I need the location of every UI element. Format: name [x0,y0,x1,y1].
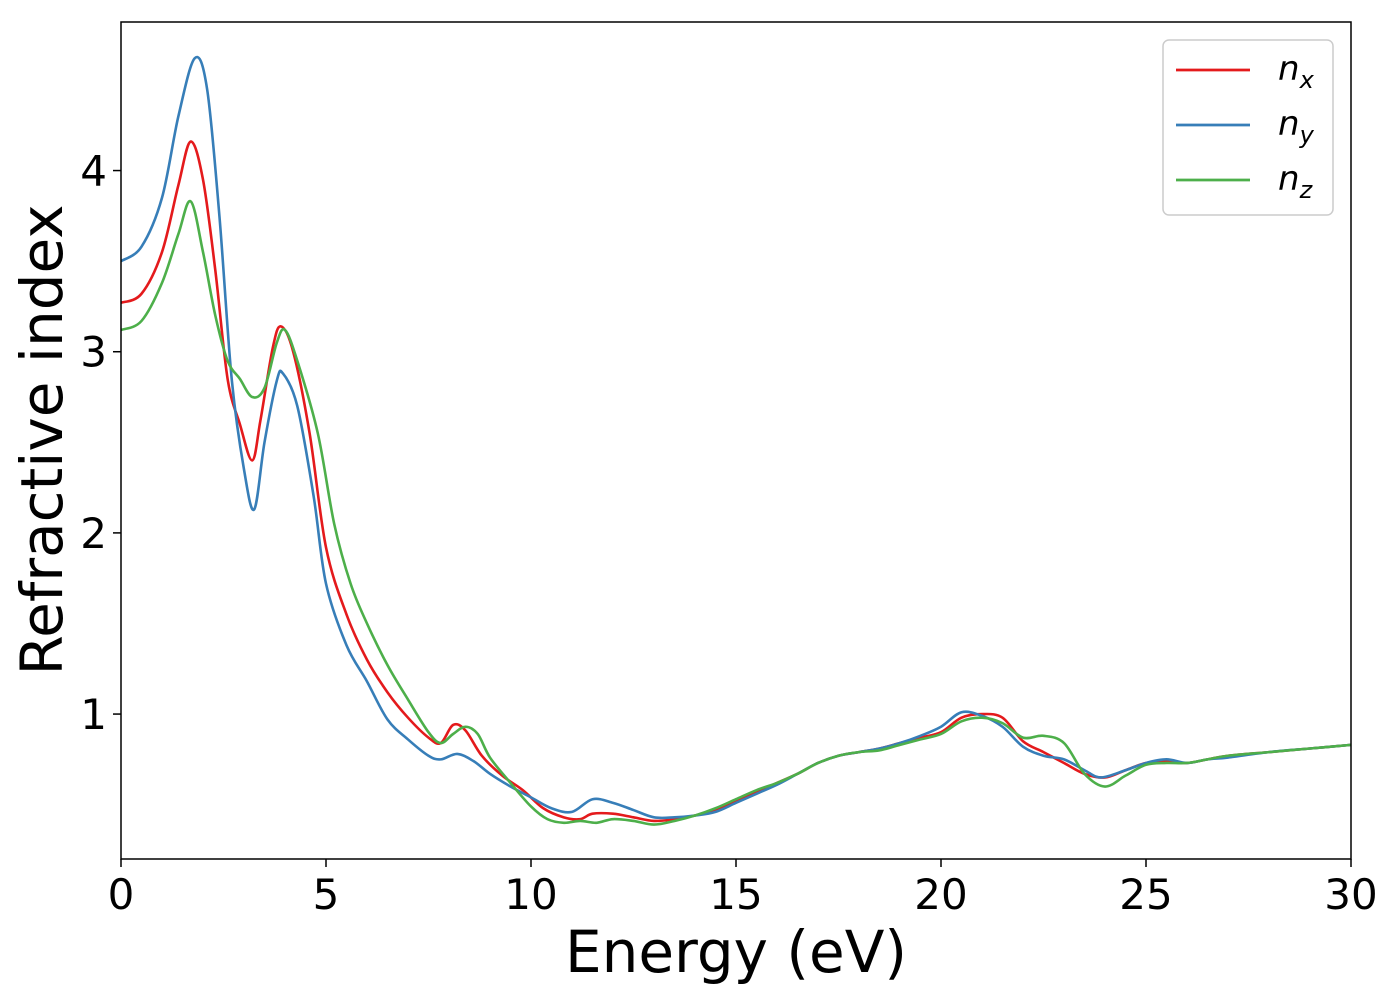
series-layer [121,55,1351,826]
x-tick-label: 0 [108,870,135,919]
series-line-nz [121,200,1351,826]
y-tick-label: 4 [80,147,107,196]
legend-label-ny: ny [1278,104,1315,149]
y-tick-label: 3 [80,328,107,377]
series-line-ny [121,55,1351,820]
x-axis-title: Energy (eV) [565,918,907,986]
x-tick-label: 10 [504,870,557,919]
x-tick-label: 25 [1119,870,1172,919]
x-tick-label: 5 [313,870,340,919]
legend-entries: nx ny nz [1176,49,1315,204]
legend-box [1162,39,1334,216]
x-axis-ticks: 0 5 10 15 20 25 30 [108,859,1378,919]
y-axis-ticks: 1 2 3 4 [80,147,121,739]
x-tick-label: 30 [1324,870,1377,919]
x-tick-label: 15 [709,870,762,919]
legend-label-nz: nz [1278,159,1314,204]
legend: nx ny nz [1162,39,1334,216]
legend-label-nx: nx [1278,49,1315,94]
y-axis-title: Refractive index [8,204,76,675]
y-tick-label: 2 [80,509,107,558]
x-tick-label: 20 [914,870,967,919]
y-tick-label: 1 [80,690,107,739]
series-line-nx [121,140,1351,823]
